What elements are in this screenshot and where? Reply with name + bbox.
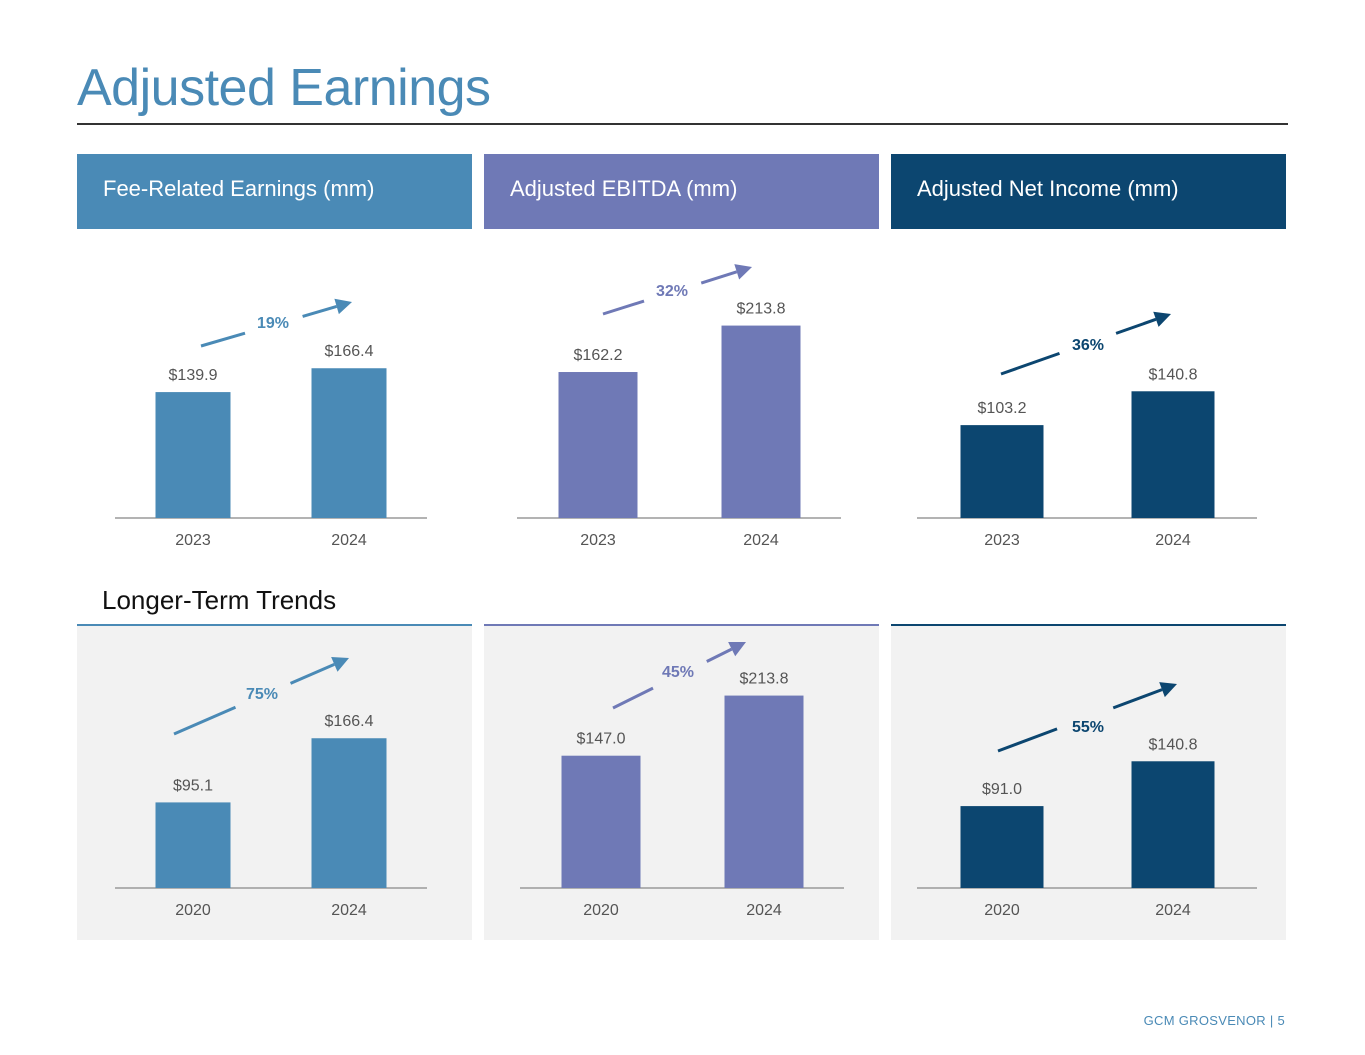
x-tick-label: 2024	[746, 902, 782, 919]
growth-arrow-tail	[1000, 351, 1060, 376]
page-title: Adjusted Earnings	[77, 59, 491, 117]
header-adjusted-ebitda: Adjusted EBITDA (mm)	[484, 154, 879, 229]
growth-arrow-head	[734, 264, 752, 280]
bar	[558, 372, 638, 518]
growth-arrow-shaft	[706, 647, 733, 663]
header-label: Fee-Related Earnings (mm)	[103, 176, 375, 201]
footer-page-label: GCM GROSVENOR | 5	[1143, 1013, 1285, 1028]
growth-percent-label: 36%	[1072, 337, 1104, 354]
x-tick-label: 2023	[580, 532, 616, 549]
header-label: Adjusted Net Income (mm)	[917, 176, 1179, 201]
growth-percent-label: 55%	[1072, 719, 1104, 736]
bar-value-label: $140.8	[1149, 366, 1198, 383]
growth-percent-label: 45%	[662, 664, 694, 681]
x-tick-label: 2020	[984, 902, 1020, 919]
growth-arrow-tail	[602, 299, 645, 316]
growth-arrow-tail	[173, 705, 237, 736]
trend-divider-fre	[77, 624, 472, 626]
growth-arrow-head	[1153, 311, 1171, 327]
x-tick-label: 2020	[175, 902, 211, 919]
bar	[721, 325, 801, 518]
growth-percent-label: 75%	[246, 686, 278, 703]
bar-value-label: $166.4	[325, 713, 374, 730]
bar-value-label: $103.2	[978, 400, 1027, 417]
x-tick-label: 2024	[743, 532, 779, 549]
bar	[155, 392, 231, 518]
bar	[155, 802, 231, 888]
bar-value-label: $213.8	[740, 671, 789, 688]
x-tick-label: 2024	[331, 532, 367, 549]
title-divider	[77, 123, 1288, 125]
bar	[311, 368, 387, 518]
growth-arrow-head	[334, 298, 352, 315]
growth-arrow-tail	[997, 727, 1058, 753]
bar-value-label: $166.4	[325, 343, 374, 360]
growth-arrow-tail	[612, 686, 654, 710]
bar	[960, 806, 1044, 888]
bar	[561, 755, 641, 888]
growth-arrow-shaft	[1112, 688, 1163, 710]
growth-arrow-shaft	[302, 305, 338, 318]
growth-arrow-shaft	[289, 662, 335, 685]
bar-value-label: $91.0	[982, 781, 1022, 798]
bar-value-label: $140.8	[1149, 736, 1198, 753]
header-fee-related-earnings: Fee-Related Earnings (mm)	[77, 154, 472, 229]
growth-percent-label: 32%	[656, 283, 688, 300]
x-tick-label: 2024	[1155, 902, 1191, 919]
trend-divider-net-income	[891, 624, 1286, 626]
bar-value-label: $95.1	[173, 777, 213, 794]
bar-value-label: $139.9	[169, 367, 218, 384]
bar-value-label: $147.0	[577, 731, 626, 748]
bar	[311, 738, 387, 888]
bar	[1131, 391, 1215, 518]
growth-arrow-head	[728, 641, 746, 657]
bar-value-label: $213.8	[737, 301, 786, 318]
bar	[724, 695, 804, 888]
growth-arrow-head	[1159, 682, 1177, 698]
bar	[960, 425, 1044, 518]
x-tick-label: 2023	[175, 532, 211, 549]
growth-percent-label: 19%	[257, 315, 289, 332]
x-tick-label: 2024	[331, 902, 367, 919]
bar	[1131, 761, 1215, 888]
trend-divider-ebitda	[484, 624, 879, 626]
header-adjusted-net-income: Adjusted Net Income (mm)	[891, 154, 1286, 229]
growth-arrow-shaft	[700, 270, 738, 285]
growth-arrow-tail	[200, 331, 246, 348]
growth-arrow-head	[331, 657, 349, 672]
trends-heading: Longer-Term Trends	[102, 585, 337, 615]
x-tick-label: 2023	[984, 532, 1020, 549]
x-tick-label: 2024	[1155, 532, 1191, 549]
header-label: Adjusted EBITDA (mm)	[510, 176, 738, 201]
bar-value-label: $162.2	[574, 347, 623, 364]
x-tick-label: 2020	[583, 902, 619, 919]
growth-arrow-shaft	[1115, 317, 1157, 335]
